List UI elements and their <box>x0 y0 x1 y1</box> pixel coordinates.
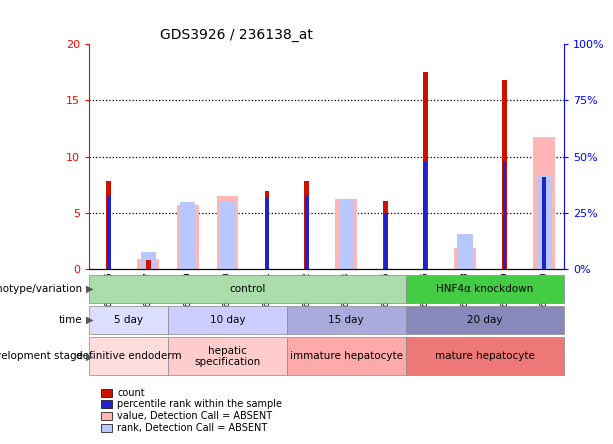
Bar <box>406 337 564 375</box>
Text: development stage: development stage <box>0 351 83 361</box>
Bar <box>457 234 473 269</box>
Bar <box>180 202 196 269</box>
Text: 20 day: 20 day <box>467 315 503 325</box>
Text: mature hepatocyte: mature hepatocyte <box>435 351 535 361</box>
Text: hepatic
specification: hepatic specification <box>194 345 261 367</box>
Bar <box>140 252 156 269</box>
Text: definitive endoderm: definitive endoderm <box>75 351 181 361</box>
Bar <box>89 306 168 334</box>
Text: ▶: ▶ <box>86 284 93 294</box>
Text: ▶: ▶ <box>86 351 93 361</box>
Text: genotype/variation: genotype/variation <box>0 284 83 294</box>
Bar <box>503 162 506 269</box>
Bar <box>265 191 270 269</box>
Text: 15 day: 15 day <box>329 315 364 325</box>
Bar <box>168 337 287 375</box>
Text: value, Detection Call = ABSENT: value, Detection Call = ABSENT <box>117 411 272 421</box>
Bar <box>406 275 564 303</box>
Bar <box>287 337 406 375</box>
Bar <box>106 181 111 269</box>
Text: count: count <box>117 388 145 398</box>
Bar <box>533 138 555 269</box>
Bar <box>335 199 357 269</box>
Text: immature hepatocyte: immature hepatocyte <box>290 351 403 361</box>
Bar <box>543 177 546 269</box>
Bar <box>137 258 159 269</box>
Bar <box>216 196 238 269</box>
Text: GDS3926 / 236138_at: GDS3926 / 236138_at <box>160 28 313 42</box>
Text: 10 day: 10 day <box>210 315 245 325</box>
Bar <box>536 175 552 269</box>
Bar <box>177 205 199 269</box>
Bar <box>406 306 564 334</box>
Text: time: time <box>59 315 83 325</box>
Text: ▶: ▶ <box>86 315 93 325</box>
Bar <box>502 80 507 269</box>
Bar <box>265 198 269 269</box>
Bar <box>220 202 235 269</box>
Text: rank, Detection Call = ABSENT: rank, Detection Call = ABSENT <box>117 423 267 432</box>
Bar <box>423 72 428 269</box>
Text: HNF4α knockdown: HNF4α knockdown <box>436 284 533 294</box>
Bar <box>287 306 406 334</box>
Bar <box>146 260 151 269</box>
Bar <box>454 249 476 269</box>
Text: control: control <box>229 284 265 294</box>
Bar <box>338 199 354 269</box>
Text: 5 day: 5 day <box>114 315 143 325</box>
Bar <box>305 196 308 269</box>
Bar <box>384 213 387 269</box>
Bar <box>424 162 427 269</box>
Bar <box>89 337 168 375</box>
Bar <box>384 202 388 269</box>
Bar <box>89 275 406 303</box>
Bar <box>107 196 110 269</box>
Bar <box>168 306 287 334</box>
Text: percentile rank within the sample: percentile rank within the sample <box>117 400 282 409</box>
Bar <box>304 181 309 269</box>
